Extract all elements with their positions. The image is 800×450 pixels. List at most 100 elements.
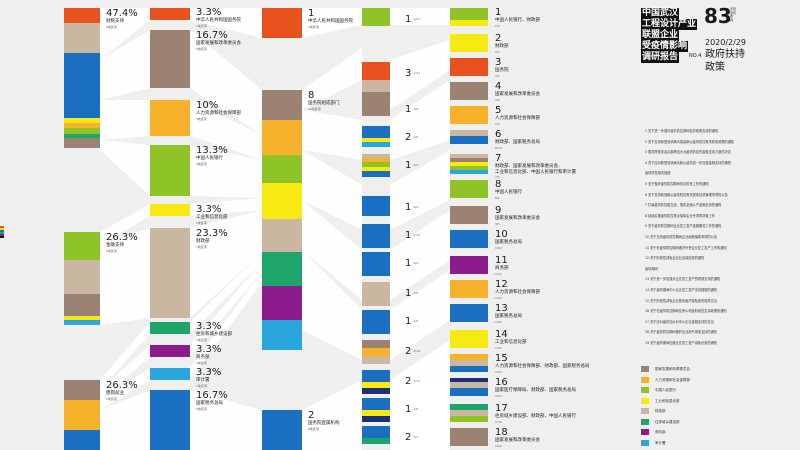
policy-agency: 国家医疗保障局、财政部、国家税务总局 [495, 388, 576, 393]
title-line-2: 联盟企业 [641, 30, 680, 41]
flow-ribbon [190, 30, 262, 135]
category-count: 5地区项 [106, 248, 117, 253]
policy-count: 5/3 [495, 121, 500, 126]
policy-item: 15 关于阶段性减免企业基本医疗保险费的指导意见 [645, 298, 718, 303]
segment [262, 286, 302, 320]
legend-swatch [641, 418, 649, 425]
flow-ribbon [302, 150, 362, 230]
combo-fraction: 2/5 [413, 291, 419, 295]
col4-stack [362, 252, 390, 276]
legend-label: 住房城乡建设部 [655, 419, 680, 424]
flow-ribbon [390, 40, 450, 110]
segment [64, 53, 100, 118]
policy-count: 12/3 [495, 295, 502, 300]
segment [362, 167, 390, 171]
combo-count: 2 [405, 376, 412, 387]
flow-ribbon [100, 204, 150, 245]
segment [450, 428, 488, 446]
col2-bar-6 [150, 322, 190, 334]
col3-bar-2 [262, 410, 302, 450]
policy-count: 16/3 [495, 393, 502, 398]
flow-ribbon [100, 30, 150, 100]
col4-label: 2 1/9 [405, 127, 418, 143]
pct-value: 26.3% [106, 380, 138, 391]
segment [450, 170, 488, 174]
col5-stack [450, 206, 488, 224]
policy-item: 5 关于做好疫情防控期间劳动关系工作的通知 [645, 182, 709, 186]
col4-label: 2 2/10 [405, 341, 420, 357]
policy-number: 4 [495, 81, 502, 92]
policy-item: 12 关于阶段性减免企业社会保险费的通知 [645, 256, 705, 261]
policy-agency: 人力资源和社会保障部 [495, 290, 540, 295]
col5-stack [450, 256, 488, 274]
policy-agency: 中国人民银行 [495, 190, 522, 195]
policy-agency-2: 工业和信息化部、中国人民银行和审计署 [495, 169, 576, 175]
policy-item: 9 关于疫情防控期间企业复工复产金融服务工作的通知 [645, 224, 722, 229]
combo-fraction: 2/10 [413, 349, 421, 353]
segment [450, 256, 488, 274]
segment [450, 8, 488, 20]
col5-label: 9 国家发展和改革委员会 9/5 [495, 206, 540, 226]
segment [262, 252, 302, 286]
policy-count: 8/1 [495, 195, 500, 200]
col5-label: 13 国家税务总局 13/5 [495, 304, 522, 324]
combo-fraction: 2/5 [413, 319, 419, 323]
policy-number: 18 [495, 427, 508, 438]
pct-value: 26.3% [106, 232, 138, 243]
col2-bar-2 [150, 100, 190, 136]
flow-ribbon [390, 270, 450, 360]
segment [362, 282, 390, 306]
policy-item: 18 关于疫情防控期间做好企业用气用电支持的通知 [645, 330, 718, 335]
report-date: 2020/2/29 [705, 38, 747, 47]
policy-agency: 财政部、国家税务总局 [495, 140, 540, 145]
flow-ribbon [390, 150, 450, 230]
combo-fraction: 1/21 [413, 17, 421, 21]
flow-ribbon [190, 252, 262, 334]
col5-label: 12 人力资源和社会保障部 12/3 [495, 280, 540, 300]
combo-count: 1 [405, 288, 412, 299]
combo-fraction: 1/9 [413, 107, 419, 111]
policy-count: 15/2 [495, 369, 502, 374]
col1-label-0: 47.4% 财税支持 9地区项 [106, 9, 138, 29]
flow-ribbon [302, 48, 362, 110]
big-number: 83 [704, 4, 732, 28]
col1-stack-finance [64, 232, 100, 325]
col4-stack [362, 426, 390, 444]
big-number-side: 天现 家有收调 [730, 7, 737, 22]
combo-fraction: 2/3 [413, 205, 419, 209]
legend-label: 审计署 [655, 440, 666, 445]
col3-label-2: 2 国务院直属机构 6地区项 [308, 410, 340, 431]
segment [362, 62, 390, 80]
col5-stack [450, 130, 488, 144]
flow-ribbon [100, 140, 150, 196]
segment [64, 430, 100, 450]
combo-count: 1 [405, 258, 412, 269]
segment [362, 162, 390, 167]
policy-item: 16 关于在疫情防控期间住房公积金阶段性支持政策的通知 [645, 309, 727, 314]
col5-label: 16 国家医疗保障局、财政部、国家税务总局 16/3 [495, 378, 576, 398]
col2-label-7: 3.3% 商务部 1地区项 [196, 344, 222, 365]
col1-label-2: 26.3% 稳岗就业 5地区项 [106, 381, 138, 401]
category-name: 财税支持 [106, 19, 124, 24]
flow-ribbon [190, 198, 262, 216]
segment [450, 304, 488, 322]
segment [362, 98, 390, 116]
segment [262, 155, 302, 183]
col4-stack [362, 196, 390, 216]
col4-label: 1 1/9 [405, 99, 418, 115]
flow-ribbon [190, 272, 262, 380]
flow-ribbon [190, 145, 262, 198]
category-name: 金融支持 [106, 243, 124, 248]
segment [450, 158, 488, 162]
combo-count: 2 [405, 132, 412, 143]
col5-stack [450, 378, 488, 396]
combo-count: 1 [405, 230, 412, 241]
policy-item: 6 关于支持新冠肺炎疫情防控有关税收征收管理事项的公告 [645, 192, 728, 197]
flow-ribbon [302, 250, 362, 360]
policy-agency: 国家税务总局 [495, 240, 522, 245]
segment [362, 382, 390, 388]
policy-agency: 住房城乡建设部、财政部、中国人民银行 [495, 414, 576, 419]
col4-label: 1 2/6 [405, 399, 418, 415]
col4-stack [362, 310, 390, 334]
segment [262, 120, 302, 155]
